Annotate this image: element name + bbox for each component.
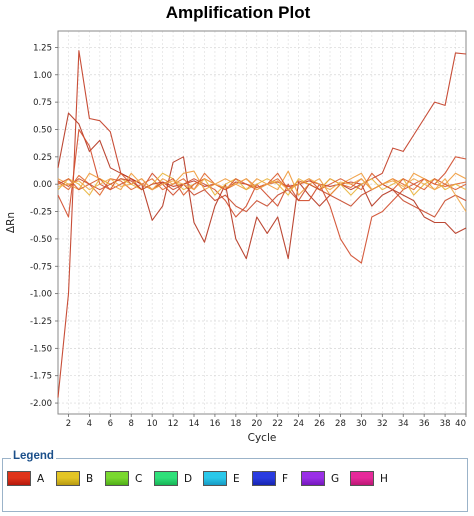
x-tick-label: 10: [147, 419, 158, 429]
y-tick-label: -0.75: [30, 262, 52, 272]
y-axis-ticks: 1.25 1.00 0.75 0.50 0.25 0.00 -0.25 -0.50 -0.75 -…: [30, 43, 58, 409]
legend-swatch: [56, 471, 80, 486]
legend-swatch: [203, 471, 227, 486]
legend-label: E: [233, 472, 240, 485]
y-tick-label: -2.00: [30, 399, 52, 409]
x-tick-label: 28: [335, 419, 346, 429]
x-tick-label: 12: [168, 419, 179, 429]
x-tick-label: 14: [189, 419, 200, 429]
x-tick-label: 24: [293, 419, 304, 429]
legend-label: G: [331, 472, 340, 485]
y-tick-label: 0.25: [33, 153, 52, 163]
legend-swatch: [7, 471, 31, 486]
legend-item-a[interactable]: A: [7, 471, 49, 486]
legend-item-f[interactable]: F: [252, 471, 294, 486]
legend-item-b[interactable]: B: [56, 471, 98, 486]
x-tick-label: 22: [272, 419, 283, 429]
x-tick-label: 18: [230, 419, 241, 429]
legend-label: C: [135, 472, 143, 485]
series-line-9: [57, 178, 467, 212]
y-tick-label: 0.75: [33, 98, 52, 108]
legend-label: A: [37, 472, 45, 485]
x-tick-label: 40: [455, 419, 466, 429]
y-tick-label: 0.50: [33, 125, 52, 135]
legend-title: Legend: [11, 450, 56, 462]
x-tick-label: 38: [440, 419, 451, 429]
legend-items: A B C D E F G H: [7, 471, 399, 486]
x-axis-label: Cycle: [248, 432, 277, 444]
y-tick-label: -1.00: [30, 290, 52, 300]
legend-label: B: [86, 472, 94, 485]
x-tick-label: 36: [419, 419, 430, 429]
x-axis-ticks: 2 4 6 8 10 12 14 16 18 20 22 24 26 28 30 32 34 36 38 40: [66, 414, 467, 429]
legend-item-d[interactable]: D: [154, 471, 196, 486]
legend-label: D: [184, 472, 193, 485]
series-line-6: [57, 172, 467, 196]
legend-swatch: [252, 471, 276, 486]
legend-item-h[interactable]: H: [350, 471, 392, 486]
x-tick-label: 32: [377, 419, 388, 429]
series-line-5: [57, 170, 467, 196]
legend: Legend A B C D E F G H: [2, 450, 468, 512]
series-lines: [57, 50, 467, 398]
y-tick-label: -0.50: [30, 235, 52, 245]
legend-label: F: [282, 472, 289, 485]
series-line-8: [57, 178, 467, 218]
y-tick-label: -1.25: [30, 317, 52, 327]
y-axis-label: ΔRn: [5, 212, 17, 233]
x-tick-label: 20: [251, 419, 262, 429]
x-tick-label: 4: [87, 419, 92, 429]
x-tick-label: 2: [66, 419, 71, 429]
grid: [58, 31, 466, 414]
y-tick-label: 1.00: [33, 71, 52, 81]
x-tick-label: 30: [356, 419, 367, 429]
chart-title: Amplification Plot: [166, 3, 311, 22]
x-tick-label: 8: [129, 419, 134, 429]
y-tick-label: 0.00: [33, 180, 52, 190]
legend-swatch: [105, 471, 129, 486]
legend-item-g[interactable]: G: [301, 471, 343, 486]
legend-swatch: [154, 471, 178, 486]
series-line-2: [57, 112, 467, 260]
y-tick-label: 1.25: [33, 43, 52, 53]
y-tick-label: -0.25: [30, 208, 52, 218]
legend-swatch: [350, 471, 374, 486]
amplification-chart: Amplification Plot 1.25 1.00 0.75 0.50 0.25 0…: [5, 3, 467, 444]
y-tick-label: -1.75: [30, 372, 52, 382]
x-tick-label: 34: [398, 419, 409, 429]
legend-label: H: [380, 472, 388, 485]
y-tick-label: -1.50: [30, 344, 52, 354]
x-tick-label: 6: [108, 419, 113, 429]
legend-swatch: [301, 471, 325, 486]
x-tick-label: 26: [314, 419, 325, 429]
legend-item-e[interactable]: E: [203, 471, 245, 486]
series-line-1: [57, 50, 467, 398]
legend-item-c[interactable]: C: [105, 471, 147, 486]
plot-area: [57, 30, 467, 415]
x-tick-label: 16: [210, 419, 221, 429]
